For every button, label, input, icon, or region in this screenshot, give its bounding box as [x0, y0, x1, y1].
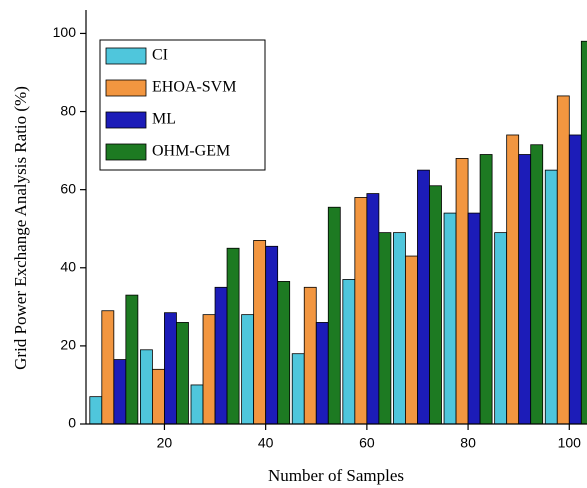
- legend-swatch: [105, 111, 147, 129]
- bar: [277, 281, 291, 425]
- bar: [443, 212, 457, 425]
- bar: [405, 255, 418, 425]
- bar: [494, 232, 508, 425]
- x-tick-label: 20: [157, 435, 173, 451]
- y-tick-label: 60: [60, 180, 76, 196]
- bar: [479, 154, 493, 425]
- legend-label: EHOA-SVM: [152, 79, 236, 96]
- bar: [113, 359, 127, 425]
- bar: [253, 240, 267, 425]
- bar: [556, 95, 570, 425]
- y-tick-label: 20: [60, 337, 76, 353]
- bar: [518, 154, 532, 425]
- bar: [89, 396, 103, 425]
- bar: [417, 169, 430, 425]
- bar: [580, 40, 587, 425]
- x-tick-label: 40: [258, 435, 274, 451]
- bar: [544, 169, 558, 425]
- bar: [226, 247, 240, 425]
- bar: [378, 232, 392, 425]
- bar: [303, 286, 317, 425]
- bar: [164, 312, 177, 425]
- bar: [202, 314, 216, 425]
- bar: [125, 294, 139, 425]
- bar: [214, 286, 228, 425]
- x-tick-label: 100: [558, 435, 582, 451]
- bar: [429, 185, 442, 425]
- x-tick-label: 80: [460, 435, 476, 451]
- legend-label: CI: [152, 47, 168, 64]
- bar: [327, 206, 341, 425]
- bar: [101, 310, 115, 425]
- x-tick-label: 60: [359, 435, 375, 451]
- bar: [568, 134, 582, 425]
- bar: [366, 193, 380, 425]
- bar: [291, 353, 305, 425]
- legend-swatch: [105, 47, 147, 65]
- y-axis-label: Grid Power Exchange Analysis Ratio (%): [11, 86, 30, 370]
- y-tick-label: 0: [68, 415, 76, 431]
- bar: [354, 197, 368, 425]
- bar: [315, 322, 329, 425]
- bar: [241, 314, 255, 425]
- bar: [455, 158, 469, 425]
- bar: [190, 384, 204, 425]
- bar: [152, 368, 165, 425]
- bar: [506, 134, 520, 425]
- x-axis-label: Number of Samples: [268, 466, 404, 485]
- bar: [176, 322, 189, 425]
- y-tick-label: 100: [53, 24, 77, 40]
- legend-label: OHM-GEM: [152, 143, 230, 160]
- bar: [530, 144, 544, 425]
- legend-swatch: [105, 79, 147, 97]
- bar: [342, 279, 356, 425]
- legend-label: ML: [152, 111, 176, 128]
- bar: [393, 232, 406, 425]
- bar: [140, 349, 153, 425]
- bar: [265, 245, 279, 425]
- y-tick-label: 40: [60, 258, 76, 274]
- bar: [467, 212, 481, 425]
- y-tick-label: 80: [60, 102, 76, 118]
- legend-swatch: [105, 143, 147, 161]
